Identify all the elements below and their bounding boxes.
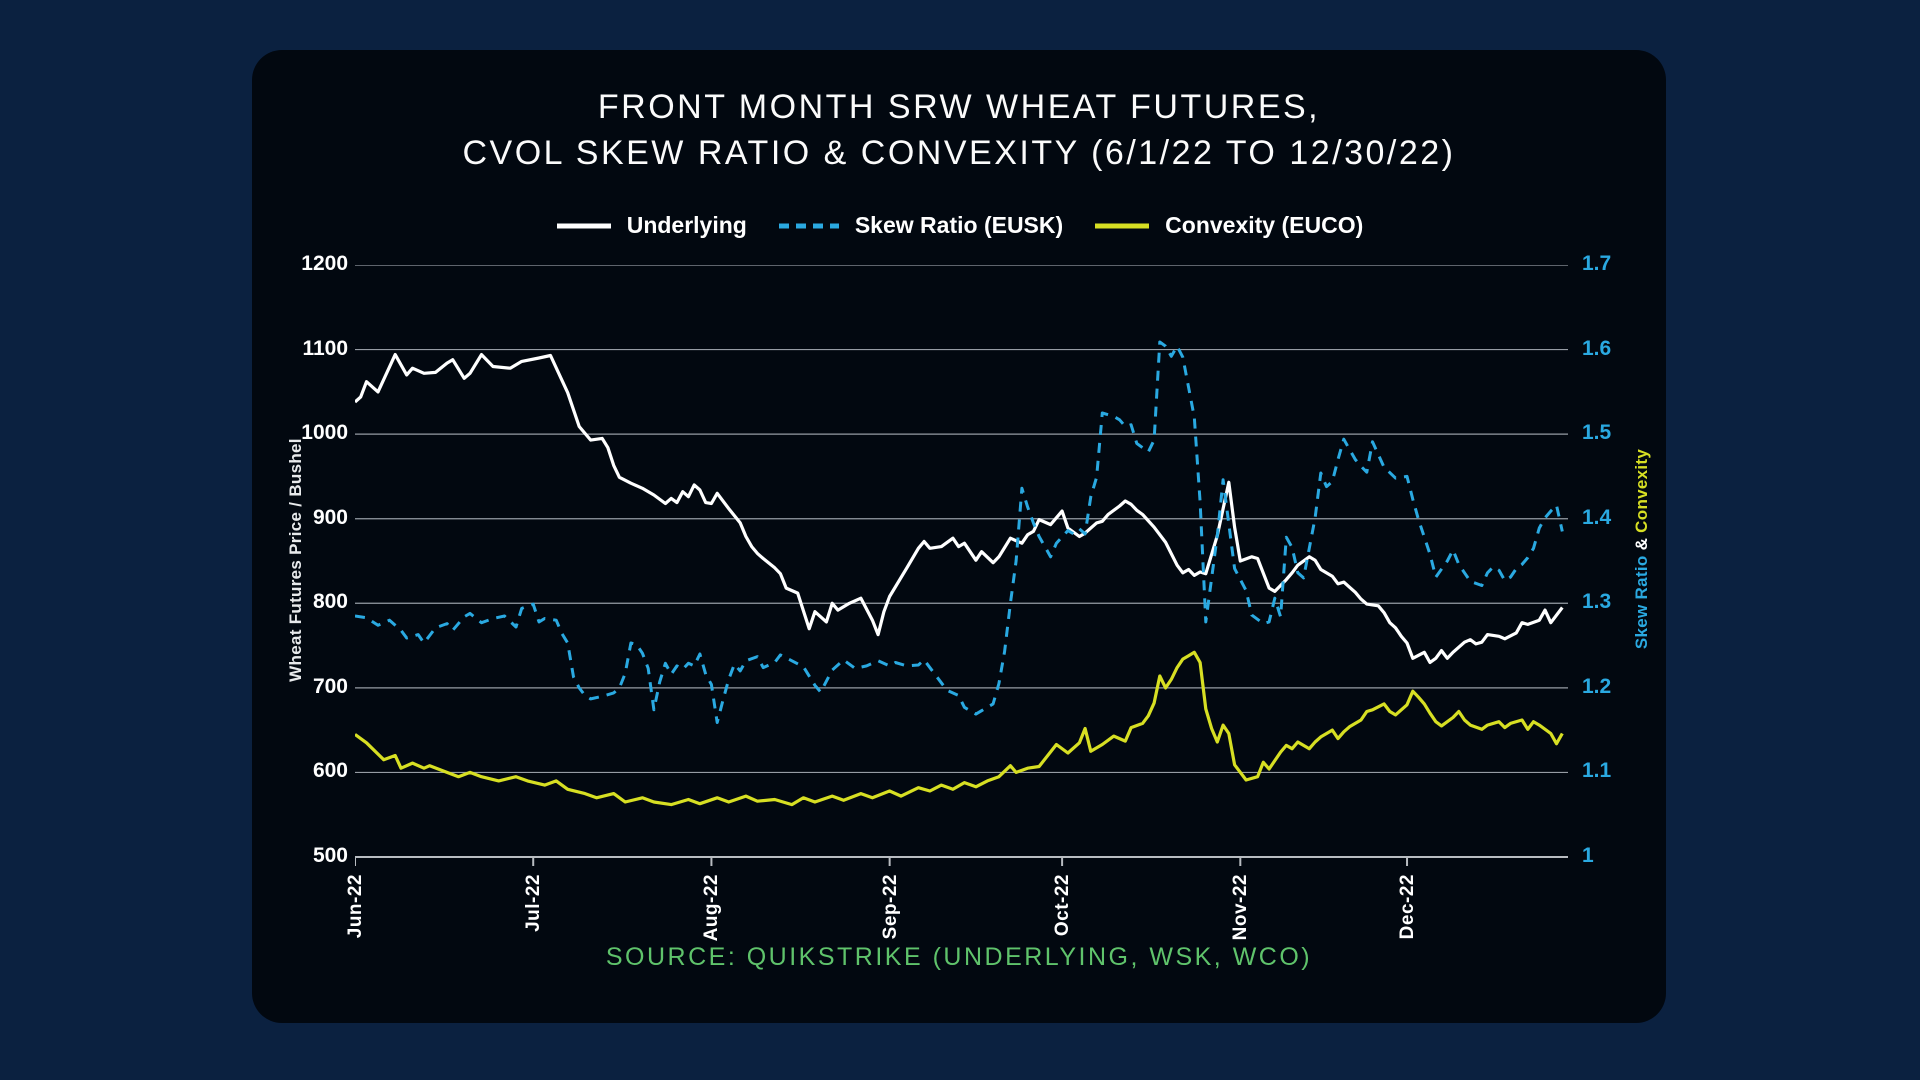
right-axis-tick-label: 1.6 bbox=[1582, 336, 1612, 360]
left-axis-tick-label: 600 bbox=[312, 759, 348, 783]
left-axis-title: Wheat Futures Price / Bushel bbox=[286, 438, 305, 682]
legend-label-skew-ratio: Skew Ratio (EUSK) bbox=[854, 212, 1064, 238]
right-axis-title-part: & bbox=[1632, 532, 1651, 556]
x-axis-tick-label-dec-22: Dec-22 bbox=[1397, 874, 1419, 940]
right-axis-title-part: Skew Ratio bbox=[1632, 555, 1651, 650]
left-axis-tick-label: 800 bbox=[312, 590, 348, 614]
right-axis-tick-label: 1.3 bbox=[1582, 590, 1612, 614]
x-axis-tick-label-sep-22: Sep-22 bbox=[879, 874, 901, 940]
chart-title-line1: FRONT MONTH SRW WHEAT FUTURES, bbox=[597, 88, 1321, 126]
right-axis-tick-label: 1.5 bbox=[1582, 421, 1612, 445]
legend: Underlying Skew Ratio (EUSK) Convexity (… bbox=[252, 212, 1666, 239]
x-axis-tick-label-jul-22: Jul-22 bbox=[523, 874, 545, 932]
left-axis-tick-label: 900 bbox=[312, 505, 348, 529]
convexity-line-swatch-icon bbox=[1095, 223, 1150, 228]
series-line-convexity-euco- bbox=[355, 650, 1564, 807]
right-axis-title: Skew Ratio & Convexity bbox=[1632, 349, 1652, 749]
legend-label-underlying: Underlying bbox=[626, 212, 747, 238]
right-axis-tick-label: 1 bbox=[1582, 844, 1594, 867]
x-axis-tick-label-oct-22: Oct-22 bbox=[1052, 874, 1074, 937]
legend-item-underlying: Underlying bbox=[555, 212, 747, 239]
left-axis-tick-label: 1200 bbox=[301, 252, 348, 275]
plot-area bbox=[355, 265, 1568, 866]
underlying-line-swatch-icon bbox=[556, 223, 611, 228]
left-axis-tick-label: 700 bbox=[312, 674, 348, 698]
right-axis-tick-label: 1.2 bbox=[1582, 674, 1612, 698]
left-axis-tick-label: 500 bbox=[312, 844, 348, 867]
source-text: SOURCE: QUIKSTRIKE (UNDERLYING, WSK, WCO… bbox=[605, 943, 1313, 971]
skew-ratio-dashed-line-swatch-icon bbox=[778, 223, 839, 228]
chart-title-line2: CVOL SKEW RATIO & CONVEXITY (6/1/22 TO 1… bbox=[462, 134, 1456, 172]
right-axis-tick-label: 1.1 bbox=[1582, 759, 1612, 783]
left-axis-tick-label: 1000 bbox=[301, 421, 348, 445]
right-axis-tick-label: 1.7 bbox=[1582, 252, 1612, 275]
chart-title: FRONT MONTH SRW WHEAT FUTURES, CVOL SKEW… bbox=[252, 84, 1666, 176]
series-line-underlying bbox=[355, 352, 1564, 665]
legend-label-convexity: Convexity (EUCO) bbox=[1165, 212, 1364, 238]
right-axis-tick-label: 1.4 bbox=[1582, 505, 1612, 529]
x-axis-tick-label-jun-22: Jun-22 bbox=[345, 874, 366, 939]
series-line-skew-ratio-eusk- bbox=[355, 340, 1564, 724]
x-axis-tick-label-nov-22: Nov-22 bbox=[1230, 874, 1252, 941]
left-axis-tick-label: 1100 bbox=[302, 336, 348, 360]
x-axis-tick-label-aug-22: Aug-22 bbox=[701, 874, 723, 942]
right-axis-title-part: Convexity bbox=[1632, 448, 1651, 533]
legend-item-skew-ratio: Skew Ratio (EUSK) bbox=[777, 212, 1063, 239]
chart-card: FRONT MONTH SRW WHEAT FUTURES, CVOL SKEW… bbox=[252, 50, 1666, 1023]
legend-item-convexity: Convexity (EUCO) bbox=[1093, 212, 1363, 239]
